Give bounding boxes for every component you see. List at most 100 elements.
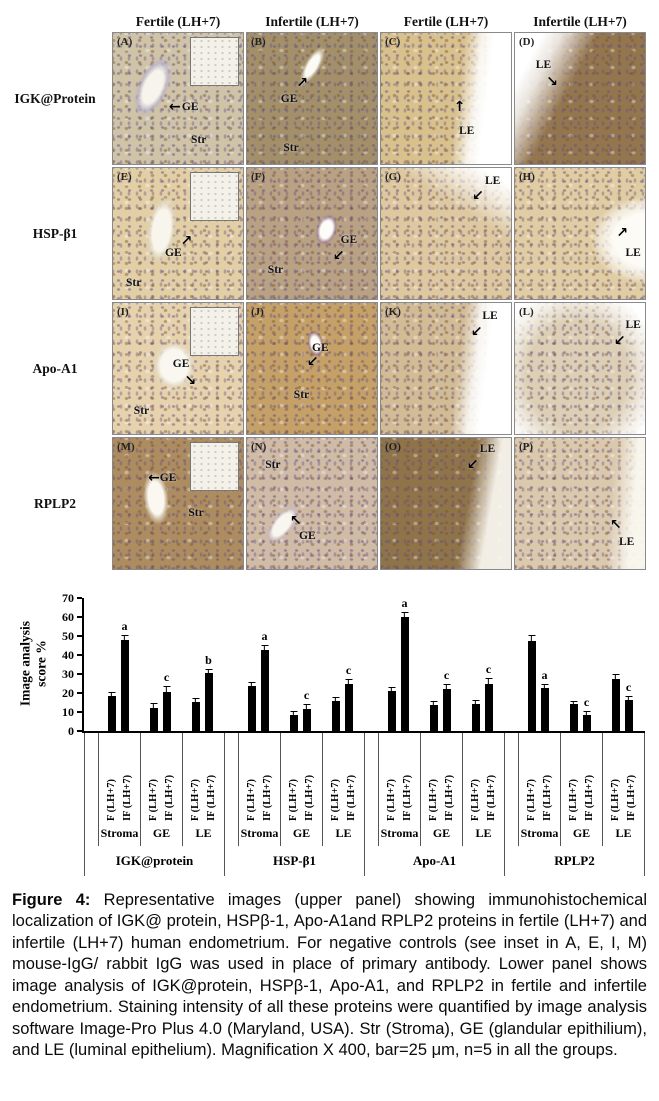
- annotation-label: Str: [267, 263, 284, 276]
- annotation-arrow-icon: ←: [148, 469, 160, 486]
- annotation-arrow-icon: ↗: [616, 224, 629, 241]
- row-label: Apo-A1: [32, 360, 78, 376]
- error-bar: [303, 704, 310, 712]
- row-label: HSP-β1: [32, 225, 78, 241]
- bar: a: [400, 596, 409, 731]
- annotation-label: LE: [625, 246, 641, 259]
- y-axis-title-wrap: Image analysis score %: [16, 598, 50, 731]
- annotation-label: Str: [126, 276, 142, 289]
- panel-a: (A) GE Str ←: [112, 32, 244, 165]
- y-tick: 50: [62, 629, 82, 643]
- group-plot: a c c: [504, 598, 645, 733]
- tissue-label: LE: [462, 821, 504, 846]
- panel-c: (C) LE ↑: [380, 32, 512, 165]
- panel-letter: (P): [519, 441, 534, 453]
- error-bar: [163, 686, 170, 696]
- bar-label-cell: F (LH+7) IF (LH+7): [280, 733, 322, 821]
- annotation-label: Str: [283, 141, 299, 154]
- error-bar: [485, 677, 492, 688]
- label-spacer: [225, 733, 238, 821]
- annotation-arrow-icon: ↖: [289, 512, 302, 529]
- x-bar-label: F (LH+7): [288, 778, 300, 821]
- y-tick: 0: [68, 724, 82, 738]
- tissue-bar-pair: c: [461, 598, 503, 731]
- bar: c: [582, 695, 591, 731]
- row-label: RPLP2: [34, 495, 76, 511]
- bar-label-row: F (LH+7) IF (LH+7) F (LH+7) IF (LH+7) F (LH+…: [365, 733, 504, 821]
- bar-label-row: F (LH+7) IF (LH+7) F (LH+7) IF (LH+7) F (LH+…: [225, 733, 364, 821]
- tissue-bar-pair: c: [559, 598, 601, 731]
- significance-letter: c: [303, 688, 310, 703]
- bar: [569, 700, 578, 731]
- panel-letter: (K): [385, 306, 401, 318]
- ihc-grid: IGK@Protein (A) GE Str ← (B) GE Str ↗ (C) LE ↑ (D) LE…: [0, 32, 659, 570]
- bar-label-cell: F (LH+7) IF (LH+7): [420, 733, 462, 821]
- ihc-row: RPLP2 (M) GE Str ← (N) Str GE ↖ (O) LE ↙ (P) LE ↖: [0, 437, 659, 570]
- tissue-bar-pair: c: [139, 598, 181, 731]
- tissue-label-row: Stroma GE LE: [225, 821, 364, 846]
- y-tick: 20: [62, 686, 82, 700]
- annotation-arrow-icon: ↗: [296, 75, 309, 92]
- x-bar-label: IF (LH+7): [163, 774, 175, 821]
- group-label-table: F (LH+7) IF (LH+7) F (LH+7) IF (LH+7) F (LH+…: [84, 733, 224, 876]
- row-label: IGK@Protein: [14, 90, 96, 106]
- label-spacer: [505, 733, 518, 821]
- bar: [429, 701, 438, 731]
- y-tick-mark: [77, 730, 82, 732]
- panel-letter: (G): [385, 171, 401, 183]
- tissue-label-row: Stroma GE LE: [85, 821, 224, 846]
- annotation-arrow-icon: ↘: [184, 372, 197, 389]
- annotation-arrow-icon: ↖: [609, 516, 622, 533]
- caption-text: Representative images (upper panel) show…: [12, 891, 647, 1060]
- error-bar: [290, 710, 297, 717]
- column-header: Infertile (LH+7): [533, 14, 627, 29]
- x-bar-label: IF (LH+7): [583, 774, 595, 821]
- bar: [331, 696, 340, 731]
- tissue-bar-pair: a: [97, 598, 139, 731]
- x-bar-label: F (LH+7): [526, 778, 538, 821]
- x-bar-label: IF (LH+7): [121, 774, 133, 821]
- error-bar: [332, 696, 339, 703]
- label-spacer: [85, 733, 98, 821]
- panel-letter: (M): [117, 441, 135, 453]
- panel-j: (J) GE Str ↙: [246, 302, 378, 435]
- error-bar: [401, 612, 408, 620]
- tissue-label: LE: [322, 821, 364, 846]
- panel-m: (M) GE Str ←: [112, 437, 244, 570]
- annotation-label: Str: [188, 507, 204, 520]
- group-label-table: F (LH+7) IF (LH+7) F (LH+7) IF (LH+7) F (LH+…: [364, 733, 504, 876]
- bar: [387, 687, 396, 731]
- error-bar: [541, 684, 548, 691]
- tissue-label: Stroma: [98, 821, 140, 846]
- annotation-label: GE: [340, 233, 358, 246]
- ihc-row: Apo-A1 (I) GE Str ↘ (J) GE Str ↙ (K) LE ↙ (L) LE ↙: [0, 302, 659, 435]
- tissue-label: Stroma: [378, 821, 420, 846]
- tissue-label: GE: [280, 821, 322, 846]
- bar-label-row: F (LH+7) IF (LH+7) F (LH+7) IF (LH+7) F (LH+…: [505, 733, 644, 821]
- x-bar-label: IF (LH+7): [345, 774, 357, 821]
- x-bar-label: IF (LH+7): [303, 774, 315, 821]
- tissue-label-row: Stroma GE LE: [505, 821, 644, 846]
- annotation-label: LE: [619, 536, 635, 549]
- panel-n: (N) Str GE ↖: [246, 437, 378, 570]
- bar: c: [302, 688, 311, 731]
- bar: a: [120, 619, 129, 731]
- annotation-label: Str: [265, 458, 281, 471]
- label-spacer: [85, 821, 98, 846]
- tissue-label: GE: [560, 821, 602, 846]
- figure-label: Figure 4:: [12, 891, 91, 909]
- y-tick-mark: [77, 597, 82, 599]
- panel-letter: (B): [251, 36, 266, 48]
- x-bar-label: IF (LH+7): [261, 774, 273, 821]
- bar: [149, 703, 158, 731]
- panel-letter: (J): [251, 306, 264, 318]
- bar-label-row: F (LH+7) IF (LH+7) F (LH+7) IF (LH+7) F (LH+…: [85, 733, 224, 821]
- annotation-label: GE: [181, 101, 199, 114]
- y-tick: 40: [62, 648, 82, 662]
- tissue-label-row: Stroma GE LE: [365, 821, 504, 846]
- y-tick-label: 60: [62, 609, 74, 624]
- column-header: Infertile (LH+7): [265, 14, 359, 29]
- y-axis-title: Image analysis score %: [17, 620, 48, 706]
